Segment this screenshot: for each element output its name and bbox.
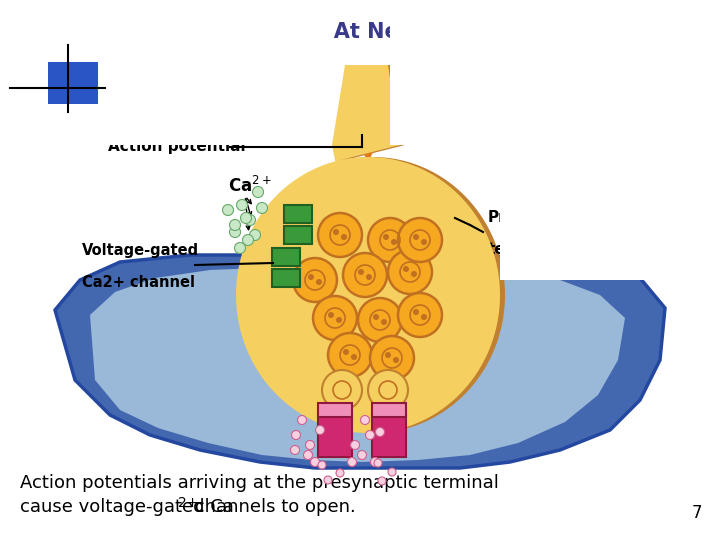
- Text: channels to open.: channels to open.: [189, 498, 356, 516]
- Circle shape: [358, 450, 366, 460]
- Bar: [372, 403, 406, 417]
- Circle shape: [393, 357, 399, 363]
- Polygon shape: [90, 268, 625, 462]
- Circle shape: [421, 314, 427, 320]
- Circle shape: [391, 239, 397, 245]
- Bar: [318, 403, 352, 417]
- Circle shape: [413, 234, 419, 240]
- Circle shape: [370, 336, 414, 380]
- Text: cause voltage-gated Ca: cause voltage-gated Ca: [20, 498, 234, 516]
- Circle shape: [290, 446, 300, 455]
- Circle shape: [336, 317, 342, 323]
- Circle shape: [235, 242, 246, 253]
- Circle shape: [351, 354, 357, 360]
- Bar: [284, 205, 312, 223]
- Text: Voltage-gated: Voltage-gated: [82, 243, 199, 258]
- Circle shape: [250, 230, 261, 240]
- Circle shape: [413, 309, 419, 315]
- Circle shape: [388, 468, 396, 476]
- Circle shape: [376, 428, 384, 436]
- Text: Ca2+ channel: Ca2+ channel: [82, 275, 195, 290]
- Circle shape: [383, 234, 389, 240]
- Circle shape: [371, 457, 379, 467]
- Circle shape: [351, 441, 359, 449]
- Text: terminal: terminal: [488, 242, 561, 257]
- Circle shape: [297, 415, 307, 424]
- Circle shape: [385, 352, 391, 358]
- Circle shape: [398, 218, 442, 262]
- Circle shape: [304, 450, 312, 460]
- Polygon shape: [55, 255, 665, 468]
- Circle shape: [388, 250, 432, 294]
- Circle shape: [361, 415, 369, 424]
- Circle shape: [348, 457, 356, 467]
- Circle shape: [313, 296, 357, 340]
- Bar: [372, 415, 406, 457]
- Circle shape: [374, 459, 382, 467]
- Circle shape: [222, 205, 233, 215]
- Text: Presynaptic: Presynaptic: [488, 210, 590, 225]
- Bar: [500, 0, 720, 280]
- Circle shape: [292, 430, 300, 440]
- Circle shape: [236, 199, 248, 211]
- Circle shape: [310, 457, 320, 467]
- Circle shape: [381, 319, 387, 325]
- Bar: [318, 415, 352, 457]
- Bar: [272, 269, 300, 287]
- Circle shape: [324, 476, 332, 484]
- Circle shape: [230, 226, 240, 238]
- Circle shape: [358, 298, 402, 342]
- Text: Sequence Of Events At Neuromuscular Junction: Sequence Of Events At Neuromuscular Junc…: [91, 22, 649, 42]
- Circle shape: [366, 274, 372, 280]
- Circle shape: [341, 234, 347, 240]
- Text: Action potentials arriving at the presynaptic terminal: Action potentials arriving at the presyn…: [20, 474, 499, 492]
- Bar: [272, 248, 300, 266]
- Circle shape: [243, 234, 253, 246]
- Polygon shape: [241, 65, 505, 433]
- Circle shape: [333, 229, 339, 235]
- Circle shape: [318, 461, 326, 469]
- Circle shape: [358, 269, 364, 275]
- Circle shape: [316, 279, 322, 285]
- Circle shape: [368, 218, 412, 262]
- Bar: [18, 48, 63, 86]
- Circle shape: [336, 469, 344, 477]
- Circle shape: [308, 274, 314, 280]
- Circle shape: [230, 219, 240, 231]
- Text: Ca$^{2+}$: Ca$^{2+}$: [228, 176, 271, 196]
- Circle shape: [343, 349, 349, 355]
- Circle shape: [398, 293, 442, 337]
- Circle shape: [403, 266, 409, 272]
- Bar: [390, 0, 720, 145]
- Bar: [48, 62, 98, 104]
- Circle shape: [411, 271, 417, 277]
- Circle shape: [328, 333, 372, 377]
- Circle shape: [378, 477, 386, 485]
- Circle shape: [421, 239, 427, 245]
- Circle shape: [245, 214, 256, 226]
- Circle shape: [293, 258, 337, 302]
- Circle shape: [343, 253, 387, 297]
- Bar: [284, 226, 312, 244]
- Circle shape: [305, 441, 315, 449]
- Circle shape: [322, 370, 362, 410]
- Circle shape: [315, 426, 325, 435]
- Polygon shape: [236, 65, 500, 433]
- Circle shape: [318, 213, 362, 257]
- Text: 7: 7: [691, 504, 702, 522]
- Circle shape: [366, 430, 374, 440]
- Text: 2+: 2+: [178, 496, 198, 510]
- Bar: [12, 68, 64, 108]
- Circle shape: [256, 202, 268, 213]
- Circle shape: [328, 312, 334, 318]
- Circle shape: [373, 314, 379, 320]
- Circle shape: [368, 370, 408, 410]
- Bar: [0, 0, 332, 145]
- Circle shape: [253, 186, 264, 198]
- Text: Action potential: Action potential: [108, 139, 246, 154]
- Circle shape: [240, 213, 251, 224]
